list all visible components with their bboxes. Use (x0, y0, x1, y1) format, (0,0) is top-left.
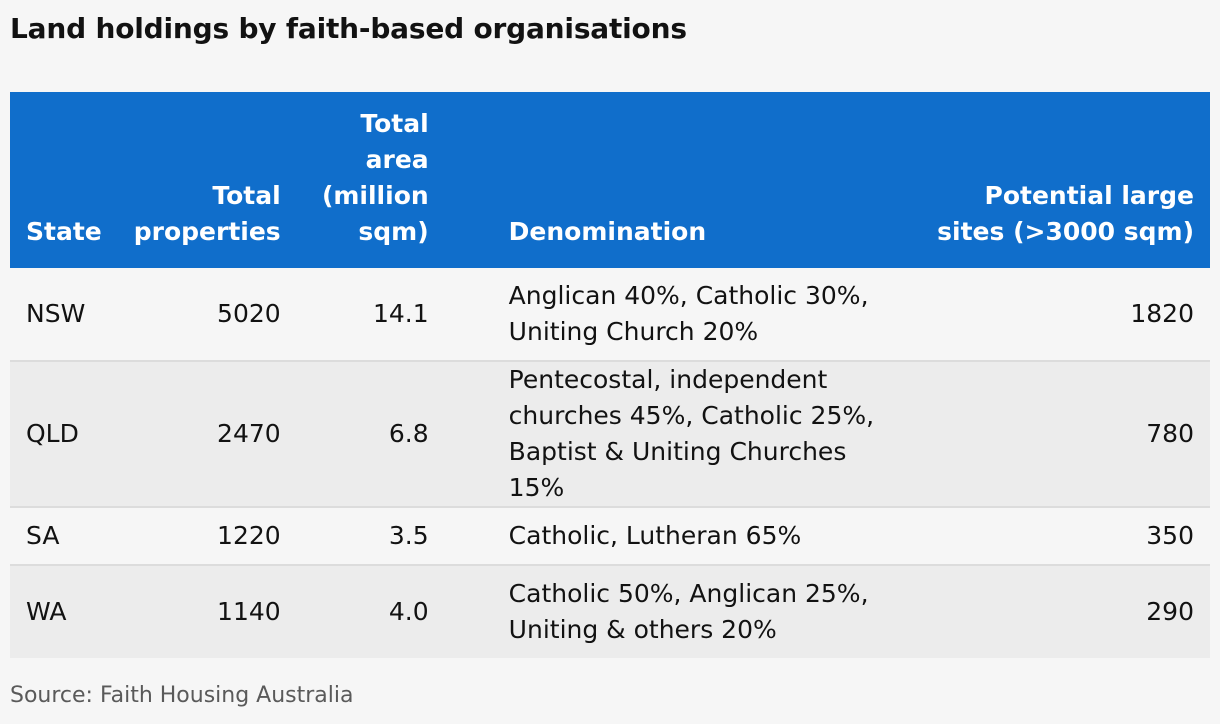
header-total-properties: Total properties (133, 181, 281, 246)
cell-large-sites: 780 (1146, 419, 1194, 448)
cell-state: NSW (26, 299, 86, 328)
table-row: SA 1220 3.5 Catholic, Lutheran 65% 350 (10, 507, 1210, 565)
table-row: NSW 5020 14.1 Anglican 40%, Catholic 30%… (10, 268, 1210, 361)
table-row: WA 1140 4.0 Catholic 50%, Anglican 25%, … (10, 565, 1210, 658)
cell-denomination: Catholic 50%, Anglican 25%, Uniting & ot… (508, 579, 869, 644)
cell-total-properties: 1140 (217, 597, 281, 626)
cell-state: QLD (26, 419, 79, 448)
source-note: Source: Faith Housing Australia (10, 683, 354, 708)
header-total-area: Total area (million sqm) (321, 109, 429, 246)
cell-denomination: Anglican 40%, Catholic 30%, Uniting Chur… (508, 281, 869, 346)
cell-total-area: 6.8 (388, 419, 429, 448)
cell-large-sites: 290 (1146, 597, 1194, 626)
table-header-row: State Total properties Total area (milli… (10, 92, 1210, 268)
page-title: Land holdings by faith-based organisatio… (10, 12, 687, 45)
cell-total-properties: 2470 (217, 419, 281, 448)
cell-large-sites: 350 (1146, 521, 1194, 550)
cell-state: WA (26, 597, 67, 626)
header-state: State (26, 217, 102, 246)
land-holdings-table: State Total properties Total area (milli… (10, 92, 1210, 658)
cell-state: SA (26, 521, 60, 550)
cell-total-area: 14.1 (373, 299, 429, 328)
cell-denomination: Catholic, Lutheran 65% (508, 521, 802, 550)
header-large-sites: Potential large sites (>3000 sqm) (937, 181, 1194, 246)
cell-total-area: 3.5 (388, 521, 429, 550)
cell-denomination: Pentecostal, independent churches 45%, C… (508, 365, 875, 502)
cell-total-properties: 5020 (217, 299, 281, 328)
table-row: QLD 2470 6.8 Pentecostal, independent ch… (10, 361, 1210, 507)
cell-total-area: 4.0 (388, 597, 429, 626)
header-denomination: Denomination (508, 217, 707, 246)
cell-total-properties: 1220 (217, 521, 281, 550)
cell-large-sites: 1820 (1130, 299, 1194, 328)
